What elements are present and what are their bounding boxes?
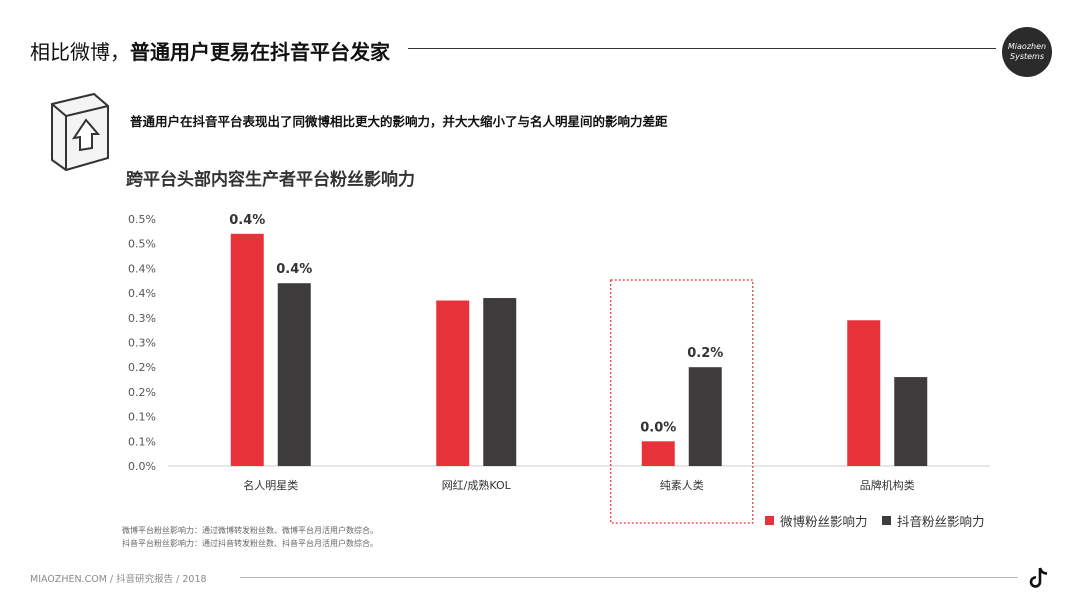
legend-item-weibo: 微博粉丝影响力 xyxy=(765,511,868,530)
data-label: 0.4% xyxy=(276,262,312,277)
x-category-label: 网红/成熟KOL xyxy=(442,478,512,492)
page-title: 相比微博，普通用户更易在抖音平台发家 xyxy=(30,36,390,65)
x-category-label: 名人明星类 xyxy=(243,478,298,492)
footnote-2: 抖音平台粉丝影响力：通过抖音转发粉丝数、抖音平台月活用户数综合。 xyxy=(122,539,378,548)
title-divider xyxy=(408,48,996,49)
subtitle: 普通用户在抖音平台表现出了同微博相比更大的影响力，并大大缩小了与名人明星间的影响… xyxy=(130,114,668,129)
footer-divider xyxy=(240,577,1018,578)
bar-weibo xyxy=(436,300,470,466)
bar-douyin xyxy=(277,283,311,466)
data-label: 0.2% xyxy=(687,346,723,361)
logo-line1: Miaozhen xyxy=(1007,42,1047,51)
chart-title: 跨平台头部内容生产者平台粉丝影响力 xyxy=(126,170,415,190)
y-tick-label: 0.1% xyxy=(128,411,156,424)
y-tick-label: 0.2% xyxy=(128,361,156,374)
bar-weibo xyxy=(641,441,675,466)
bar-weibo xyxy=(847,320,881,466)
y-tick-label: 0.3% xyxy=(128,312,156,325)
brand-logo: Miaozhen Systems xyxy=(1002,27,1052,77)
page-title-part1: 相比微博， xyxy=(30,40,130,64)
y-tick-label: 0.5% xyxy=(128,238,156,251)
page-title-part2: 普通用户更易在抖音平台发家 xyxy=(130,40,390,64)
footnote-1: 微博平台粉丝影响力：通过微博转发粉丝数、微博平台月活用户数综合。 xyxy=(122,526,378,535)
y-tick-label: 0.0% xyxy=(128,460,156,473)
logo-line2: Systems xyxy=(1010,52,1044,61)
legend-label-weibo: 微博粉丝影响力 xyxy=(780,514,868,529)
highlight-box xyxy=(610,279,754,524)
data-label: 0.0% xyxy=(640,420,676,435)
bar-douyin xyxy=(894,377,928,466)
tiktok-note-icon xyxy=(1029,567,1048,588)
legend-swatch-weibo xyxy=(765,516,774,525)
bar-douyin xyxy=(483,298,517,466)
bar-douyin xyxy=(688,367,722,466)
legend-swatch-douyin xyxy=(882,516,891,525)
y-tick-label: 0.5% xyxy=(128,213,156,226)
upload-arrow-icon xyxy=(51,92,109,172)
bar-weibo xyxy=(230,233,264,466)
legend-item-douyin: 抖音粉丝影响力 xyxy=(882,511,985,530)
y-tick-label: 0.1% xyxy=(128,435,156,448)
y-tick-label: 0.4% xyxy=(128,287,156,300)
x-category-label: 品牌机构类 xyxy=(860,478,915,492)
footer-source: MIAOZHEN.COM / 抖音研究报告 / 2018 xyxy=(30,574,207,585)
x-category-label: 纯素人类 xyxy=(660,478,704,492)
y-tick-label: 0.4% xyxy=(128,262,156,275)
data-label: 0.4% xyxy=(229,213,265,228)
y-tick-label: 0.3% xyxy=(128,337,156,350)
y-tick-label: 0.2% xyxy=(128,386,156,399)
legend-label-douyin: 抖音粉丝影响力 xyxy=(897,514,985,529)
